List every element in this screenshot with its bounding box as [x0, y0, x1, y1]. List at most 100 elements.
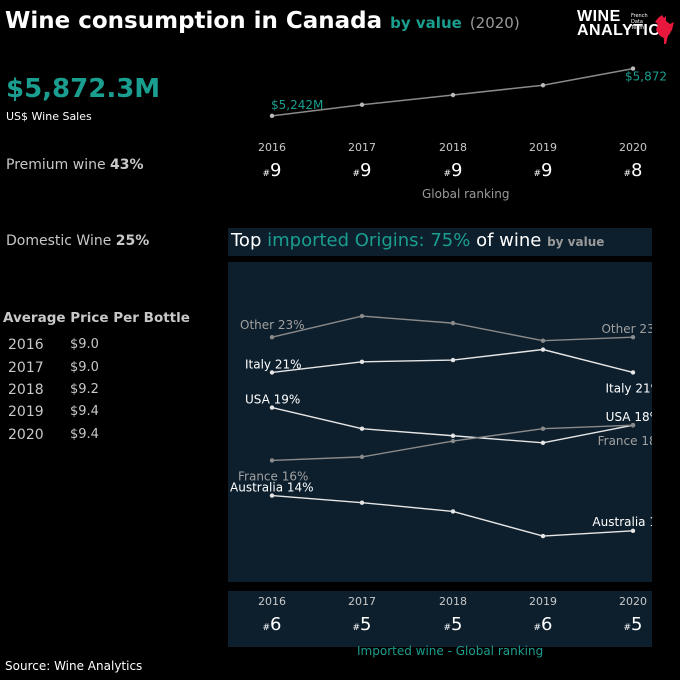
series-end-label: Italy 21% — [605, 381, 652, 395]
rank-year: 2020 — [619, 141, 647, 154]
rank-number: 8 — [631, 160, 643, 181]
imports-title-b: of wine — [470, 230, 548, 251]
imported-ranking: 2016 #6 2017 #5 2018 #5 2019 #6 2020 #5 — [228, 591, 652, 647]
rank-number: 5 — [451, 614, 463, 635]
global-ranking-caption: Global ranking — [422, 187, 510, 201]
rank-number: 9 — [541, 160, 553, 181]
rank-number: 5 — [360, 614, 372, 635]
hash-icon: # — [262, 623, 271, 633]
series-point-australia — [359, 500, 365, 505]
sales-start-label: $5,242M — [271, 98, 323, 112]
hash-icon: # — [443, 169, 452, 179]
series-end-label: Australia 12% — [592, 515, 652, 529]
rank-number: 9 — [360, 160, 372, 181]
global-ranking: 2016 #9 2017 #9 2018 #9 2019 #9 2020 #8 — [228, 140, 668, 210]
hash-icon: # — [533, 623, 542, 633]
rank-year: 2020 — [619, 595, 647, 608]
series-end-label: France 18% — [598, 434, 652, 448]
series-start-label: France 16% — [238, 469, 308, 483]
series-point-france — [450, 438, 456, 444]
series-point-australia — [540, 533, 546, 539]
rooster-icon — [655, 15, 674, 44]
rank-value: #9 — [252, 160, 292, 181]
rank-value: #6 — [252, 614, 292, 635]
series-point-france — [540, 426, 546, 431]
imports-chart-panel: Other 23% Other 23% Italy 21% Italy 21% USA … — [228, 262, 676, 582]
premium-stat: Premium wine 43% — [6, 157, 144, 173]
imports-title-a: Top — [231, 230, 268, 251]
rank-value: #8 — [613, 160, 653, 181]
sales-point — [359, 102, 365, 107]
series-line-australia — [271, 494, 634, 537]
hash-icon: # — [262, 169, 271, 179]
imports-title-bar — [228, 228, 652, 256]
avg-price-year: 2019 — [8, 404, 44, 420]
series-point-other — [540, 338, 546, 343]
avg-price-year: 2017 — [8, 360, 44, 376]
sales-trend-chart: $5,242M $5,872M — [269, 66, 668, 119]
logo-line-1: WINE — [577, 8, 621, 25]
rank-number: 9 — [270, 160, 282, 181]
sales-end-label: $5,872M — [625, 70, 668, 84]
title-by-value: by value — [390, 14, 462, 32]
imported-ranking-panel: 2016 #6 2017 #5 2018 #5 2019 #6 2020 #5 — [228, 591, 652, 647]
premium-pct: 43% — [110, 157, 144, 173]
hash-icon: # — [623, 169, 632, 179]
avg-price-value: $9.4 — [70, 427, 99, 442]
domestic-stat: Domestic Wine 25% — [6, 233, 149, 249]
logo-small-1: French — [631, 13, 648, 19]
title-text: Wine consumption in Canada — [5, 8, 383, 34]
rank-year: 2019 — [529, 595, 557, 608]
page-title: Wine consumption in Canada by value (202… — [5, 8, 520, 34]
rank-year: 2017 — [348, 141, 376, 154]
avg-price-row: 2018 $9.2 — [8, 382, 158, 402]
rank-number: 6 — [270, 614, 282, 635]
avg-price-year: 2020 — [8, 427, 44, 443]
series-point-italy — [540, 347, 546, 352]
rank-year: 2018 — [439, 141, 467, 154]
hash-icon: # — [352, 169, 361, 179]
logo: WINE ANALYTICS — [577, 8, 672, 39]
avg-price-value: $9.2 — [70, 382, 99, 397]
series-point-australia — [450, 509, 456, 514]
series-point-other — [269, 335, 275, 340]
hash-icon: # — [352, 623, 361, 633]
series-point-usa — [269, 405, 275, 410]
series-point-italy — [630, 370, 636, 375]
logo-tagline: French Data Team — [631, 13, 648, 31]
series-point-italy — [269, 370, 275, 375]
series-point-usa — [540, 440, 546, 445]
domestic-pct: 25% — [115, 233, 150, 249]
imports-title-by-value: by value — [547, 235, 605, 249]
series-start-label: Italy 21% — [245, 357, 302, 371]
series-start-label: USA 19% — [245, 393, 300, 407]
series-end-label: Other 23% — [601, 322, 652, 336]
avg-price-year: 2018 — [8, 382, 44, 398]
rank-number: 9 — [451, 160, 463, 181]
series-start-label: Australia 14% — [230, 481, 314, 495]
imported-ranking-caption: Imported wine - Global ranking — [357, 644, 544, 658]
series-point-other — [630, 335, 636, 340]
avg-price-year: 2016 — [8, 337, 44, 353]
series-point-italy — [359, 359, 365, 365]
series-point-usa — [359, 426, 365, 431]
rank-number: 6 — [541, 614, 553, 635]
rank-value: #6 — [523, 614, 563, 635]
avg-price-row: 2020 $9.4 — [8, 427, 158, 447]
series-point-italy — [450, 357, 456, 363]
source-note: Source: Wine Analytics — [5, 659, 143, 673]
hash-icon: # — [533, 169, 542, 179]
series-point-other — [359, 313, 365, 319]
series-start-label: Other 23% — [240, 318, 305, 332]
series-point-australia — [269, 493, 275, 498]
sales-line — [271, 67, 634, 117]
premium-label: Premium wine — [6, 157, 106, 173]
series-point-australia — [630, 528, 636, 533]
domestic-label: Domestic Wine — [6, 233, 112, 249]
avg-price-row: 2019 $9.4 — [8, 404, 158, 424]
logo-line-2: ANALYTICS — [577, 22, 672, 39]
series-line-other — [271, 315, 634, 342]
logo-small-2: Data — [631, 19, 643, 25]
total-sales-value: $5,872.3M — [6, 74, 161, 104]
title-year: (2020) — [469, 14, 520, 32]
